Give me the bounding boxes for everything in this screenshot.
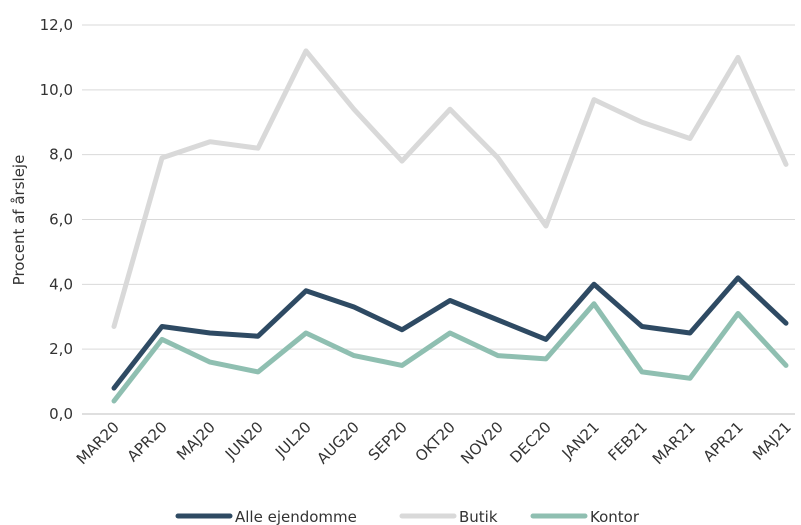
series-line-alle-ejendomme: [111, 275, 789, 391]
x-tick-label: DEC20: [506, 418, 555, 467]
y-tick-label: 12,0: [40, 16, 73, 34]
x-tick-label: JUN20: [221, 418, 267, 464]
x-tick-label: MAJ21: [749, 418, 795, 464]
legend-label: Butik: [459, 508, 498, 525]
x-tick-label: MAR21: [649, 418, 699, 468]
y-tick-label: 10,0: [40, 81, 73, 99]
legend-label: Alle ejendomme: [235, 508, 357, 525]
x-tick-label: MAR20: [73, 418, 123, 468]
series-lines: [111, 48, 789, 404]
x-tick-label: MAJ20: [173, 418, 219, 464]
y-tick-label: 6,0: [49, 211, 73, 229]
x-tick-label: JAN21: [558, 418, 603, 463]
series-line-kontor: [111, 301, 789, 404]
x-tick-label: SEP20: [365, 418, 411, 464]
x-tick-label: APR20: [124, 418, 171, 465]
y-axis-label: Procent af årsleje: [10, 155, 28, 286]
x-tick-label: FEB21: [605, 418, 651, 464]
x-tick-label: JUL20: [271, 418, 315, 462]
y-tick-label: 0,0: [49, 405, 73, 423]
x-tick-label: AUG20: [313, 418, 362, 467]
y-tick-label: 4,0: [49, 275, 73, 293]
x-tick-label: NOV20: [457, 418, 507, 468]
y-tick-labels: 0,0 2,0 4,0 6,0 8,0 10,0 12,0: [40, 16, 73, 423]
y-tick-label: 8,0: [49, 146, 73, 164]
x-tick-label: OKT20: [412, 418, 459, 465]
x-tick-label: APR21: [700, 418, 747, 465]
y-tick-label: 2,0: [49, 340, 73, 358]
legend: Alle ejendomme Butik Kontor: [175, 508, 640, 525]
series-line-butik: [111, 48, 789, 329]
grid: [82, 24, 795, 415]
legend-label: Kontor: [590, 508, 640, 525]
